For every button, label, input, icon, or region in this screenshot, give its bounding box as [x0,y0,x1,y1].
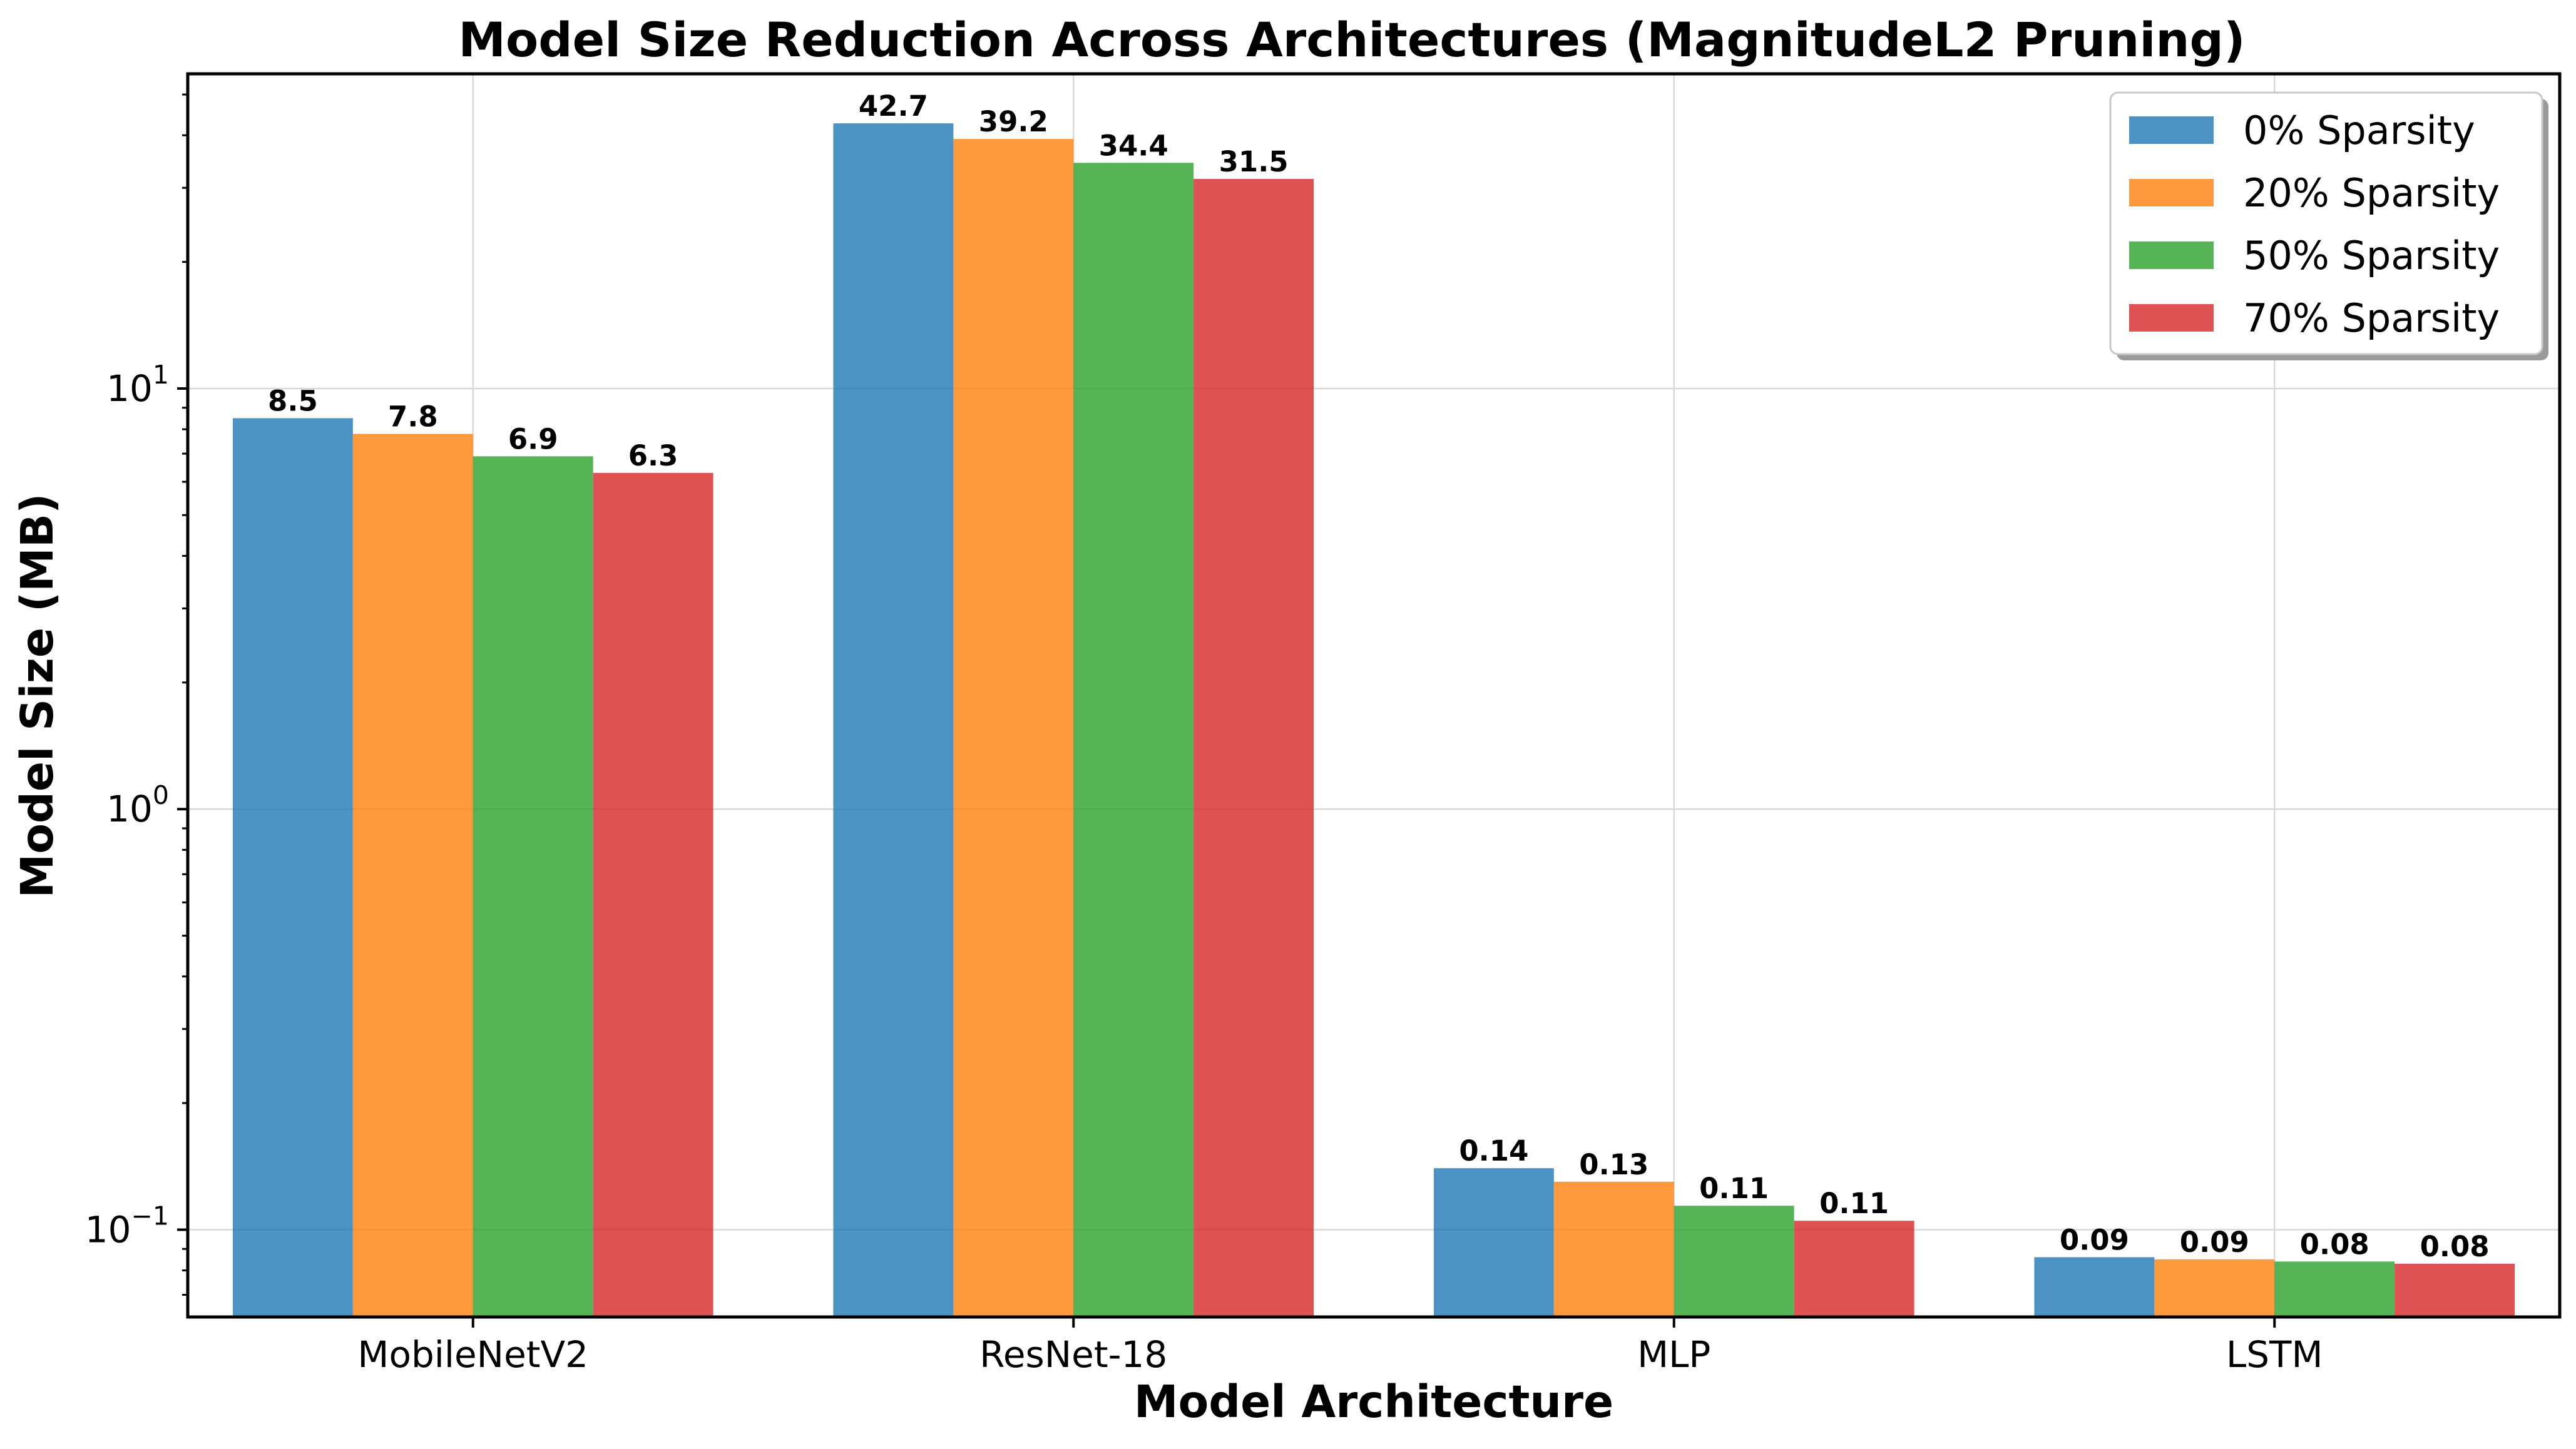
bar-value-label: 34.4 [1099,129,1168,162]
bar [2395,1263,2515,1317]
x-axis: MobileNetV2 ResNet-18 MLP LSTM [357,1317,2323,1376]
bar-value-label: 31.5 [1219,145,1289,178]
y-tick-label: 100 [106,780,169,830]
bar-value-label: 0.13 [1579,1148,1648,1181]
bar-value-label: 0.08 [2300,1228,2369,1261]
legend-box [2109,91,2543,355]
x-tick-label: MLP [1637,1333,1710,1376]
bar [2274,1261,2395,1317]
y-tick-exponent: −1 [131,1201,169,1231]
bar [1193,178,1314,1317]
y-tick-label: 10−1 [85,1201,169,1251]
y-tick-label: 101 [106,360,169,410]
legend-swatch [2129,304,2214,332]
bar [352,434,473,1317]
bar-labels: 8.5 42.7 0.14 0.09 7.8 39.2 0.13 0.09 6.9 34.4 0.1… [268,89,2490,1263]
bar [2154,1259,2275,1317]
bar [2034,1257,2155,1317]
bar [1794,1221,1914,1317]
bar [593,472,713,1317]
bar [953,139,1074,1317]
y-tick-exponent: 0 [153,780,169,810]
bar-value-label: 6.9 [508,422,558,455]
y-tick-base: 10 [106,788,153,830]
bar-value-label: 8.5 [268,384,318,417]
bar [1674,1206,1794,1317]
bar [1073,163,1194,1318]
bar-value-label: 0.08 [2420,1230,2490,1263]
bar-value-label: 6.3 [628,439,678,472]
y-axis-label: Model Size (MB) [11,494,63,898]
bar-value-label: 0.09 [2180,1226,2249,1259]
legend-label: 20% Sparsity [2243,170,2500,216]
y-tick-base: 10 [85,1208,131,1251]
x-tick-label: MobileNetV2 [357,1333,588,1376]
bar-value-label: 0.11 [1819,1187,1889,1220]
bar [232,418,353,1317]
y-tick-exponent: 1 [153,360,169,390]
bar [1433,1168,1554,1317]
bar-value-label: 0.09 [2060,1223,2129,1256]
bar-value-label: 0.14 [1459,1134,1528,1167]
y-tick-base: 10 [106,367,153,410]
chart-title: Model Size Reduction Across Architecture… [458,12,2245,68]
legend-swatch [2129,116,2214,144]
bar [1553,1181,1674,1317]
bar [833,123,954,1318]
plot-frame [186,72,2562,1319]
legend-label: 50% Sparsity [2243,233,2500,278]
bar [473,456,593,1317]
bars [232,123,2515,1318]
x-tick-label: ResNet-18 [979,1333,1167,1376]
legend-swatch [2129,242,2214,269]
legend-label: 70% Sparsity [2243,295,2500,341]
legend: 0% Sparsity 20% Sparsity 50% Sparsity 70% S… [2109,91,2548,360]
x-axis-label: Model Architecture [1134,1376,1613,1428]
bar-value-label: 7.8 [388,400,438,433]
bar-value-label: 42.7 [859,89,928,123]
legend-label: 0% Sparsity [2243,108,2475,153]
bar-value-label: 39.2 [979,105,1048,138]
x-tick-label: LSTM [2226,1333,2323,1376]
bar-value-label: 0.11 [1699,1172,1769,1205]
legend-swatch [2129,179,2214,206]
